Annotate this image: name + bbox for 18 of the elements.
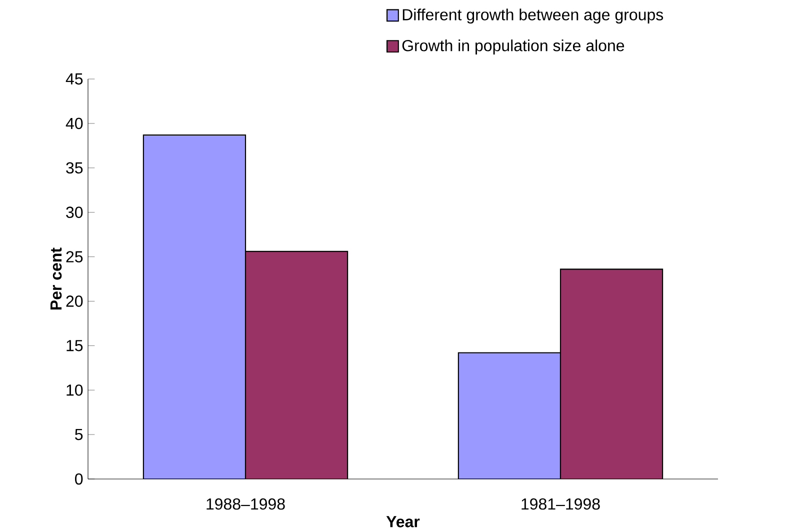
y-axis-title: Per cent [50, 248, 62, 310]
y-tick-label: 45 [66, 73, 83, 85]
y-tick-label: 20 [66, 296, 83, 307]
x-tick-label: 1988–1998 [206, 498, 285, 510]
y-tick-label: 40 [66, 118, 83, 130]
y-tick-label: 35 [66, 162, 83, 174]
bar [142, 134, 246, 479]
y-tick-label: 10 [66, 384, 83, 396]
y-tick-label: 5 [75, 428, 83, 440]
bar [458, 352, 562, 479]
legend-label: Growth in population size alone [402, 40, 624, 54]
y-tick-label: 15 [66, 340, 83, 352]
x-tick-label: 1981–1998 [522, 498, 600, 510]
y-tick-label: 0 [75, 473, 83, 485]
legend-label: Different growth between age groups [402, 8, 664, 24]
x-axis-title: Year [386, 516, 420, 528]
y-tick-label: 30 [66, 206, 83, 218]
y-tick-label: 25 [66, 251, 83, 262]
